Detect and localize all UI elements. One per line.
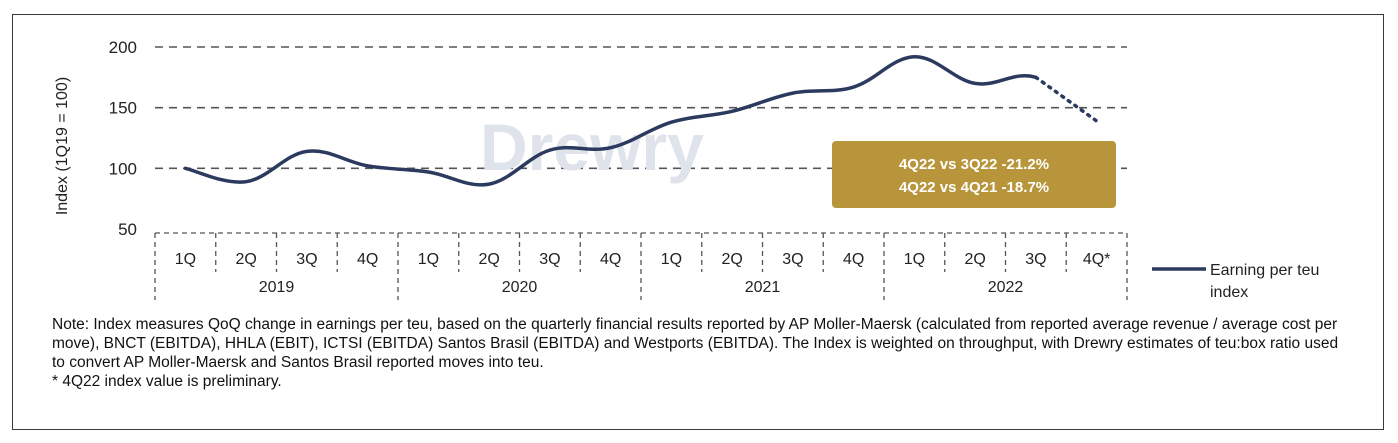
legend-label: Earning per teu index <box>1210 262 1324 301</box>
quarter-label: 2Q <box>964 251 985 268</box>
quarter-label: 4Q <box>600 251 621 268</box>
year-label-2022: 2022 <box>988 279 1024 296</box>
annotation-line-2: 4Q22 vs 4Q21 -18.7% <box>899 179 1049 196</box>
quarter-label: 1Q <box>418 251 439 268</box>
chart-note: Note: Index measures QoQ change in earni… <box>52 315 1352 391</box>
footnote-text: * 4Q22 index value is preliminary. <box>52 373 282 390</box>
y-tick-label-100: 100 <box>109 159 137 178</box>
year-label-2020: 2020 <box>502 279 538 296</box>
quarter-label: 4Q <box>843 251 864 268</box>
quarter-label: 2Q <box>478 251 499 268</box>
legend-label-line-2: index <box>1210 284 1248 301</box>
annotation-background <box>832 141 1116 208</box>
note-text: Note: Index measures QoQ change in earni… <box>52 316 1339 371</box>
legend-label-line-1: Earning per teu <box>1210 262 1319 279</box>
legend: Earning per teu index <box>1152 262 1324 301</box>
quarter-label: 2Q <box>721 251 742 268</box>
series-line-preliminary <box>1034 75 1099 123</box>
quarter-label: 4Q <box>357 251 378 268</box>
year-label-2019: 2019 <box>259 279 295 296</box>
quarter-label: 2Q <box>235 251 256 268</box>
quarter-label: 3Q <box>782 251 803 268</box>
y-tick-label-50: 50 <box>118 220 137 239</box>
quarter-label: 1Q <box>904 251 925 268</box>
quarter-label: 4Q* <box>1083 251 1111 268</box>
y-tick-label-150: 150 <box>109 99 137 118</box>
x-axis: 1Q 2Q 3Q 4Q 1Q 2Q 3Q 4Q 1Q 2Q 3Q 4Q 1Q 2Q 3Q 4Q* 2019 202… <box>154 232 1128 300</box>
quarter-label: 1Q <box>175 251 196 268</box>
series-line <box>183 54 1099 187</box>
quarter-label: 3Q <box>539 251 560 268</box>
y-tick-label-200: 200 <box>109 38 137 57</box>
annotation-box: 4Q22 vs 3Q22 -21.2% 4Q22 vs 4Q21 -18.7% <box>832 141 1116 208</box>
y-axis-ticks: 200 150 100 50 <box>109 38 137 239</box>
year-label-2021: 2021 <box>745 279 781 296</box>
quarter-label: 3Q <box>296 251 317 268</box>
grid-lines <box>155 46 1127 170</box>
quarter-label: 3Q <box>1025 251 1046 268</box>
quarter-label: 1Q <box>661 251 682 268</box>
figure-frame <box>12 14 1384 430</box>
y-axis-label: Index (1Q19 = 100) <box>54 77 71 215</box>
annotation-line-1: 4Q22 vs 3Q22 -21.2% <box>899 156 1049 173</box>
